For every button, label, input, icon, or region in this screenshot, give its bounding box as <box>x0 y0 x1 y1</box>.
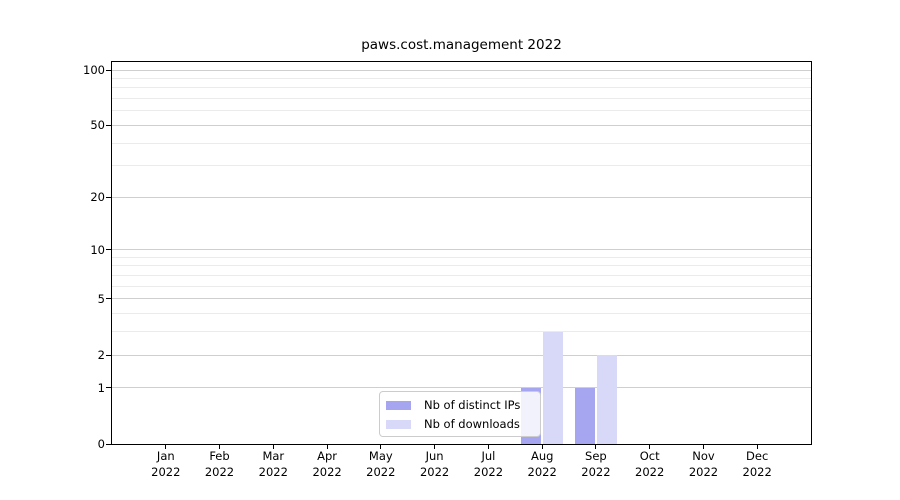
legend: Nb of distinct IPs Nb of downloads <box>379 391 541 437</box>
gridline-major-1 <box>112 387 811 389</box>
y-tick-label-10: 10 <box>90 242 105 257</box>
x-tick-mark-sep <box>595 445 597 449</box>
x-tick-mark-may <box>380 445 382 449</box>
gridline-minor-80 <box>112 87 811 89</box>
y-tick-mark-5 <box>106 298 111 300</box>
gridline-major-5 <box>112 298 811 300</box>
gridline-minor-90 <box>112 77 811 79</box>
legend-swatch-distinct-ips <box>386 400 411 410</box>
y-tick-mark-100 <box>106 69 111 71</box>
x-tick-mark-jul <box>487 445 489 449</box>
x-tick-mark-nov <box>703 445 704 449</box>
chart-title: paws.cost.management 2022 <box>361 37 562 53</box>
y-tick-label-0: 0 <box>97 437 105 451</box>
y-tick-label-5: 5 <box>97 291 105 306</box>
bar-nb-of-downloads-aug <box>543 331 564 444</box>
gridline-minor-8 <box>112 265 811 267</box>
y-tick-label-1: 1 <box>97 380 105 395</box>
x-tick-mark-jun <box>434 445 436 449</box>
x-tick-mark-mar <box>272 445 274 449</box>
gridline-major-2 <box>112 354 811 356</box>
y-tick-mark-0 <box>106 443 111 445</box>
x-tick-label-apr: Apr 2022 <box>312 449 342 479</box>
x-tick-label-sep: Sep 2022 <box>581 449 611 479</box>
gridline-major-20 <box>112 196 811 198</box>
legend-label-distinct-ips: Nb of distinct IPs <box>424 398 521 412</box>
x-tick-label-feb: Feb 2022 <box>204 449 235 479</box>
x-tick-label-jul: Jul 2022 <box>473 449 504 479</box>
gridline-major-100 <box>112 69 811 71</box>
gridline-minor-70 <box>112 98 811 100</box>
y-tick-label-20: 20 <box>90 190 105 205</box>
x-tick-label-nov: Nov 2022 <box>688 449 719 479</box>
gridline-minor-3 <box>112 331 811 333</box>
y-tick-label-50: 50 <box>90 118 105 133</box>
x-tick-label-jun: Jun 2022 <box>419 449 450 479</box>
x-tick-label-jan: Jan 2022 <box>151 449 181 479</box>
x-tick-label-oct: Oct 2022 <box>635 449 665 479</box>
bar-nb-of-distinct-ips-sep <box>574 387 595 444</box>
y-tick-label-100: 100 <box>83 63 105 77</box>
y-tick-mark-20 <box>106 196 111 198</box>
gridline-minor-60 <box>112 110 811 112</box>
x-tick-label-dec: Dec 2022 <box>742 449 772 479</box>
y-tick-label-2: 2 <box>97 348 105 362</box>
y-tick-mark-10 <box>106 249 111 251</box>
x-tick-mark-oct <box>649 445 651 449</box>
y-tick-mark-2 <box>106 354 111 356</box>
gridline-minor-40 <box>112 142 811 144</box>
plot-area <box>111 61 812 445</box>
gridline-major-10 <box>112 249 811 251</box>
gridline-major-50 <box>112 124 811 126</box>
y-tick-mark-1 <box>106 387 111 389</box>
gridline-minor-9 <box>112 256 811 258</box>
bar-nb-of-downloads-sep <box>596 355 617 444</box>
gridline-minor-30 <box>112 165 811 167</box>
gridline-minor-7 <box>112 275 811 276</box>
legend-item-distinct-ips: Nb of distinct IPs <box>386 396 520 414</box>
gridline-minor-4 <box>112 313 811 315</box>
legend-swatch-downloads <box>386 419 411 429</box>
legend-item-downloads: Nb of downloads <box>386 415 520 433</box>
gridline-minor-6 <box>112 285 811 287</box>
x-tick-mark-apr <box>326 445 328 449</box>
y-tick-mark-50 <box>106 124 111 126</box>
x-tick-mark-aug <box>541 445 543 449</box>
x-tick-label-may: May 2022 <box>366 449 396 479</box>
x-tick-mark-feb <box>219 445 220 449</box>
x-tick-label-aug: Aug 2022 <box>527 449 557 479</box>
x-tick-mark-jan <box>165 445 167 449</box>
x-tick-mark-dec <box>756 445 758 449</box>
legend-label-downloads: Nb of downloads <box>424 417 520 431</box>
x-tick-label-mar: Mar 2022 <box>258 449 288 479</box>
